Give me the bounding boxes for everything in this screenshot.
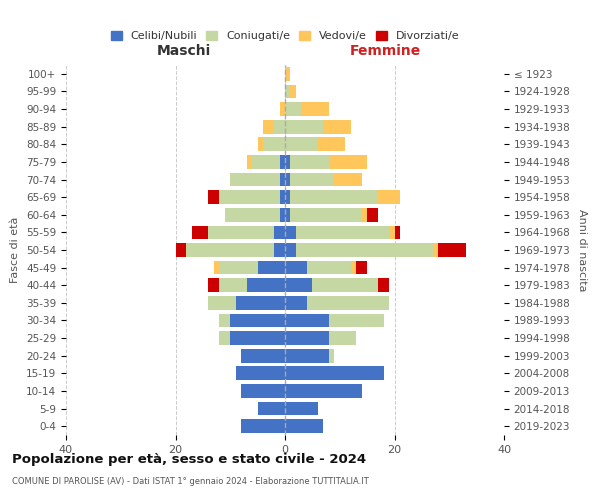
Bar xyxy=(285,384,362,398)
Bar xyxy=(214,260,220,274)
Bar xyxy=(285,84,290,98)
Text: Maschi: Maschi xyxy=(157,44,211,58)
Bar xyxy=(236,366,285,380)
Bar xyxy=(367,208,378,222)
Bar xyxy=(356,260,367,274)
Bar xyxy=(323,120,350,134)
Bar xyxy=(389,226,395,239)
Text: Femmine: Femmine xyxy=(350,44,421,58)
Y-axis label: Fasce di età: Fasce di età xyxy=(10,217,20,283)
Bar xyxy=(263,138,285,151)
Legend: Celibi/Nubili, Coniugati/e, Vedovi/e, Divorziati/e: Celibi/Nubili, Coniugati/e, Vedovi/e, Di… xyxy=(106,26,464,46)
Bar xyxy=(280,172,285,186)
Bar xyxy=(241,349,285,362)
Bar xyxy=(263,120,274,134)
Bar xyxy=(329,331,356,345)
Bar xyxy=(285,314,329,328)
Bar xyxy=(285,120,323,134)
Bar xyxy=(285,190,290,204)
Bar xyxy=(280,155,285,169)
Bar xyxy=(329,155,367,169)
Bar xyxy=(307,296,389,310)
Bar xyxy=(176,243,187,257)
Bar xyxy=(290,172,334,186)
Bar xyxy=(290,190,378,204)
Bar xyxy=(192,226,208,239)
Bar xyxy=(257,260,285,274)
Bar xyxy=(187,243,274,257)
Bar xyxy=(285,226,296,239)
Bar xyxy=(230,314,285,328)
Text: COMUNE DI PAROLISE (AV) - Dati ISTAT 1° gennaio 2024 - Elaborazione TUTTITALIA.I: COMUNE DI PAROLISE (AV) - Dati ISTAT 1° … xyxy=(12,478,369,486)
Bar xyxy=(296,243,433,257)
Bar xyxy=(285,67,290,80)
Bar xyxy=(274,120,285,134)
Bar xyxy=(252,155,280,169)
Bar xyxy=(236,296,285,310)
Bar xyxy=(280,208,285,222)
Bar xyxy=(257,402,285,415)
Bar xyxy=(208,190,220,204)
Bar xyxy=(296,226,389,239)
Bar xyxy=(285,102,301,116)
Bar xyxy=(350,260,356,274)
Bar xyxy=(290,84,296,98)
Bar xyxy=(285,402,318,415)
Bar xyxy=(280,190,285,204)
Bar xyxy=(241,384,285,398)
Bar xyxy=(285,260,307,274)
Bar xyxy=(318,138,345,151)
Bar xyxy=(208,226,274,239)
Bar xyxy=(274,243,285,257)
Bar xyxy=(285,278,313,292)
Bar xyxy=(285,349,329,362)
Bar xyxy=(220,331,230,345)
Bar xyxy=(208,278,220,292)
Bar xyxy=(301,102,329,116)
Bar xyxy=(285,138,318,151)
Bar xyxy=(285,420,323,433)
Bar xyxy=(329,314,383,328)
Bar xyxy=(280,102,285,116)
Bar xyxy=(220,260,257,274)
Bar xyxy=(285,366,383,380)
Bar xyxy=(285,208,290,222)
Bar xyxy=(241,420,285,433)
Bar xyxy=(230,331,285,345)
Text: Popolazione per età, sesso e stato civile - 2024: Popolazione per età, sesso e stato civil… xyxy=(12,452,366,466)
Bar xyxy=(247,155,252,169)
Bar xyxy=(313,278,378,292)
Bar xyxy=(225,208,280,222)
Bar xyxy=(307,260,350,274)
Bar xyxy=(285,155,290,169)
Bar xyxy=(285,172,290,186)
Bar xyxy=(230,172,280,186)
Bar xyxy=(285,331,329,345)
Bar xyxy=(438,243,466,257)
Bar xyxy=(257,138,263,151)
Bar xyxy=(378,190,400,204)
Bar xyxy=(362,208,367,222)
Bar xyxy=(285,296,307,310)
Bar xyxy=(378,278,389,292)
Bar xyxy=(433,243,439,257)
Bar xyxy=(285,243,296,257)
Bar xyxy=(219,190,280,204)
Bar xyxy=(220,278,247,292)
Bar xyxy=(274,226,285,239)
Bar xyxy=(290,155,329,169)
Bar xyxy=(395,226,400,239)
Bar xyxy=(329,349,334,362)
Bar xyxy=(290,208,362,222)
Bar xyxy=(334,172,362,186)
Bar xyxy=(247,278,285,292)
Bar xyxy=(208,296,236,310)
Y-axis label: Anni di nascita: Anni di nascita xyxy=(577,209,587,291)
Bar xyxy=(220,314,230,328)
